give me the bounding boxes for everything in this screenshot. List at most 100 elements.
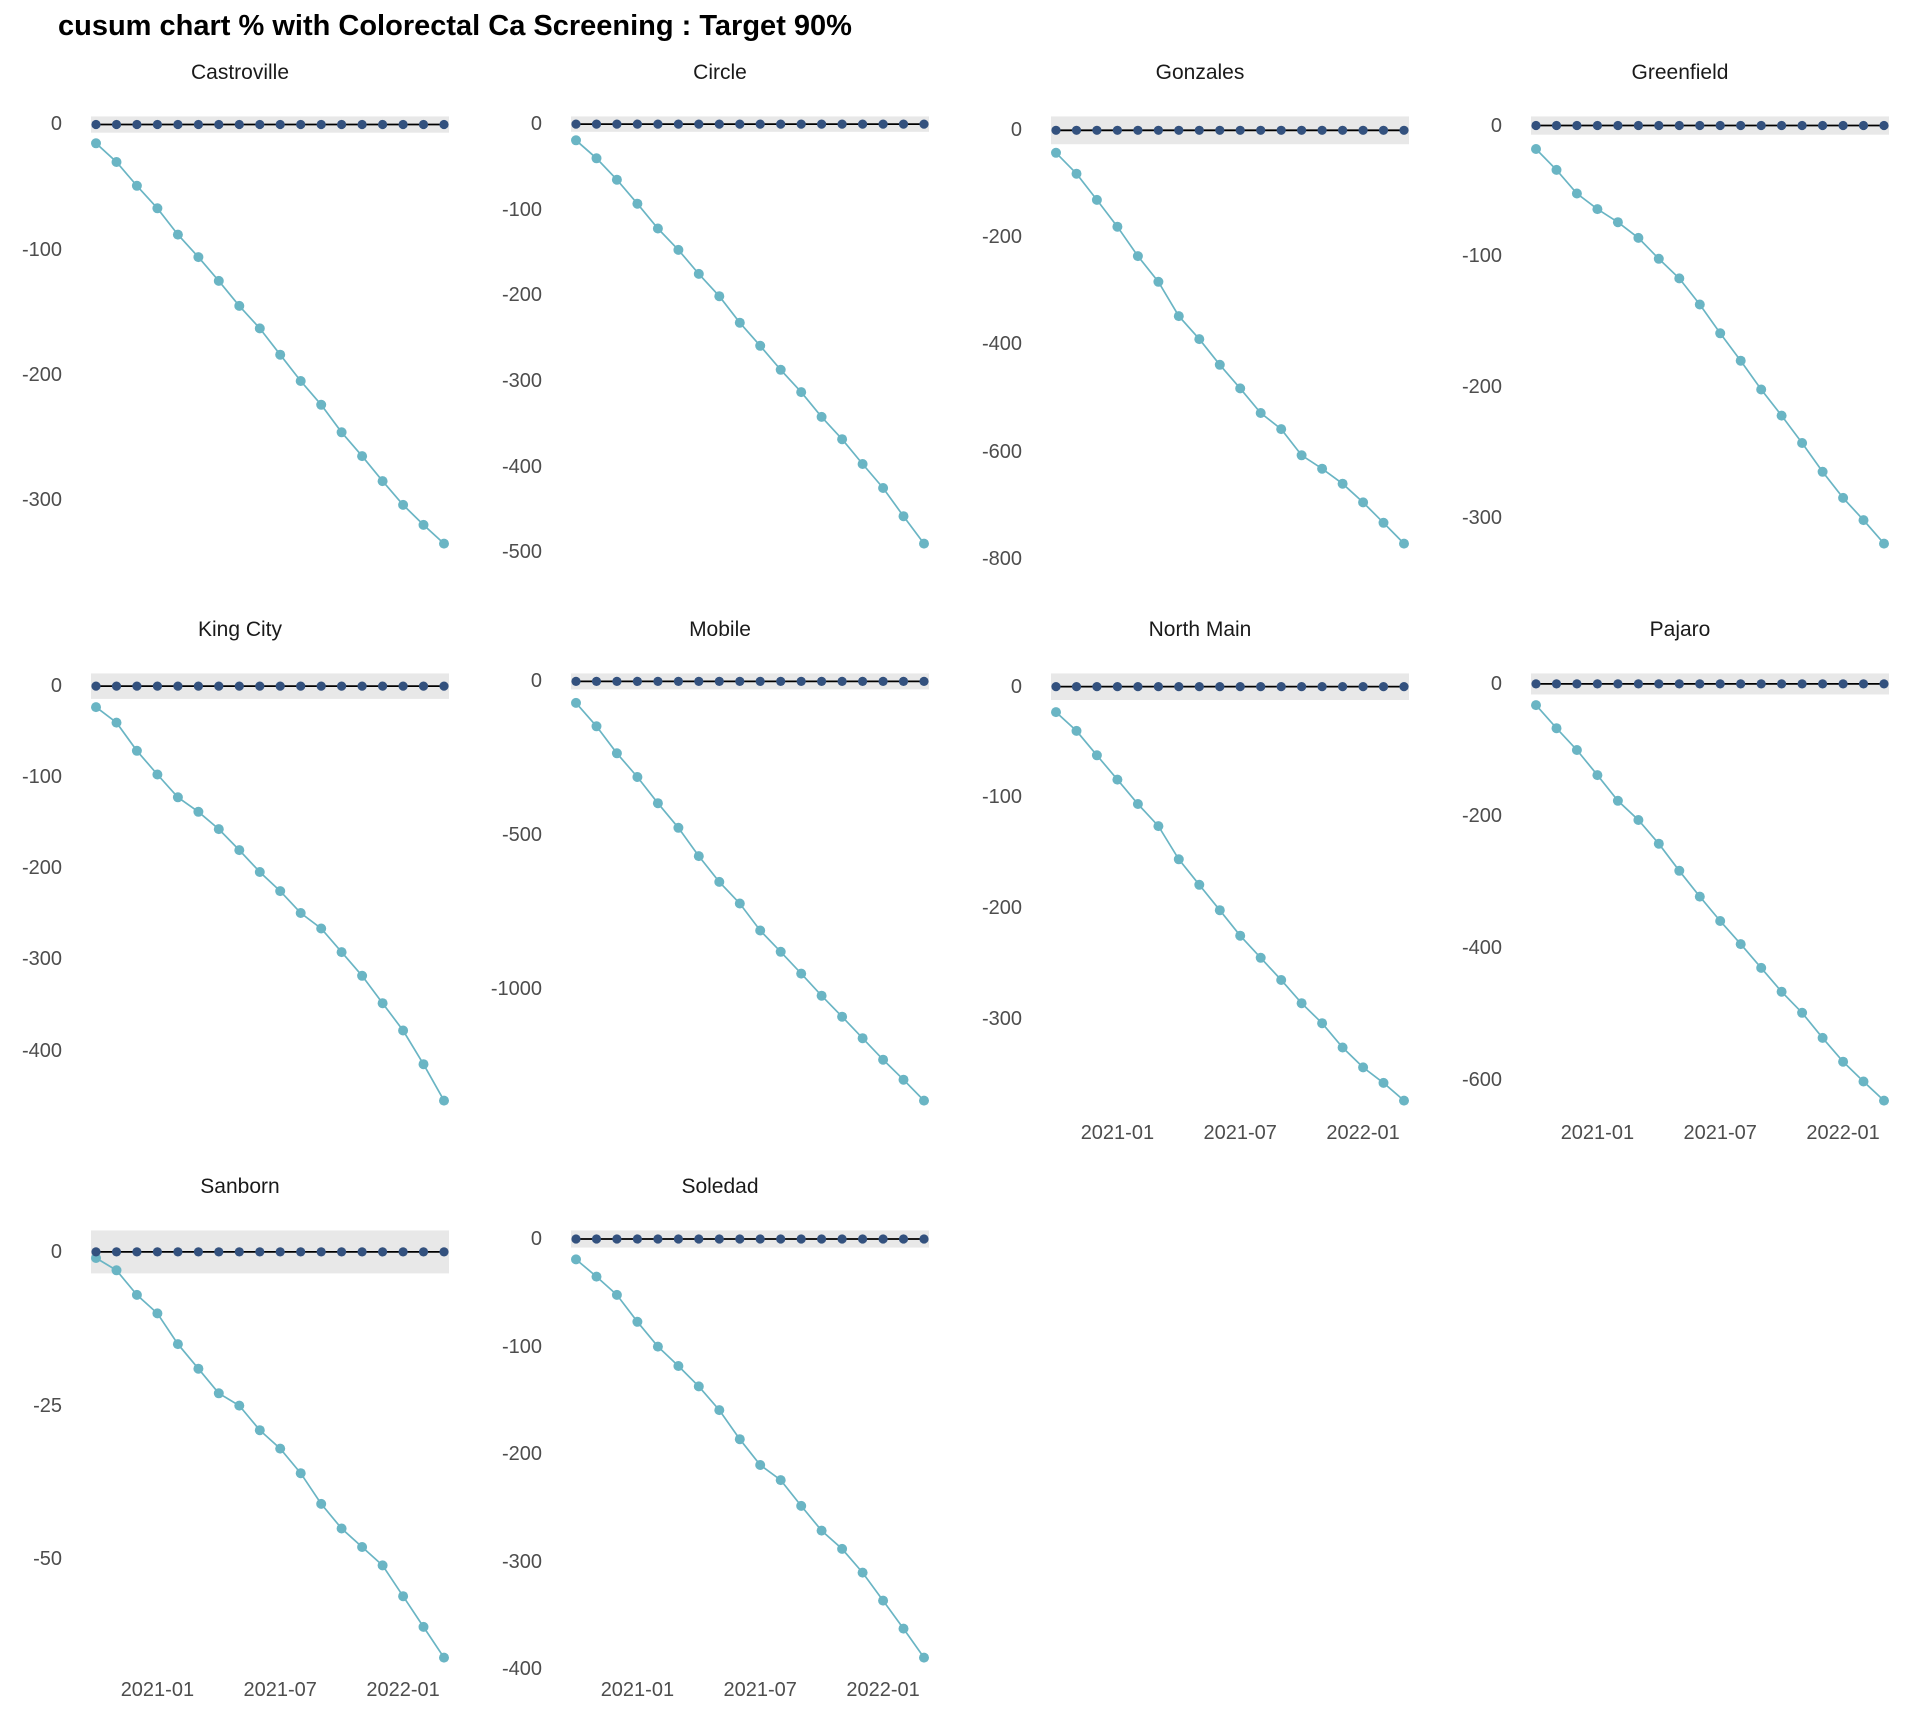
facet-title: Circle xyxy=(693,61,747,84)
cusum-point xyxy=(1132,251,1143,262)
reference-point xyxy=(1317,125,1327,135)
cusum-point xyxy=(632,198,643,209)
y-axis: 0 -25 -50 xyxy=(0,1209,70,1679)
facet-panel-castroville: Castroville 0 -100 -200 -300 xyxy=(0,55,480,612)
facet-plot-svg xyxy=(1531,673,1889,1106)
reference-point xyxy=(255,681,265,691)
reference-point xyxy=(418,681,429,691)
cusum-line xyxy=(95,706,445,1102)
reference-point xyxy=(571,119,581,129)
facet-title: King City xyxy=(197,618,283,641)
facet-title: Gonzales xyxy=(1155,61,1245,84)
cusum-point xyxy=(1255,408,1266,418)
y-tick-label: -200 xyxy=(21,363,62,386)
cusum-point xyxy=(1612,217,1623,228)
reference-point xyxy=(858,119,868,129)
facet-panel-greenfield: Greenfield 0 -100 -200 -300 xyxy=(1440,55,1920,612)
y-tick-label: -200 xyxy=(501,1443,542,1466)
x-tick-label: 2022-01 xyxy=(366,1679,440,1701)
facet-grid: Castroville 0 -100 -200 -300 Circle 0 -100 -200 -… xyxy=(0,55,1920,1726)
cusum-point xyxy=(1756,962,1767,973)
reference-point xyxy=(1797,679,1807,689)
cusum-point xyxy=(591,721,602,732)
y-axis: 0 -500 -1000 xyxy=(480,652,550,1122)
y-tick-label: -300 xyxy=(1461,506,1502,529)
cusum-point xyxy=(1071,168,1082,179)
facet-plot xyxy=(78,652,462,1122)
reference-point xyxy=(91,119,101,130)
reference-point xyxy=(255,119,265,130)
reference-point xyxy=(357,681,367,691)
cusum-point xyxy=(816,990,827,1001)
reference-point xyxy=(1133,125,1143,135)
y-axis: 0 -100 -200 -300 -400 xyxy=(0,652,70,1122)
reference-point xyxy=(878,119,888,129)
reference-point xyxy=(255,1247,265,1257)
cusum-point xyxy=(611,1289,622,1300)
reference-point xyxy=(132,681,142,691)
y-tick-label: 0 xyxy=(1490,672,1502,695)
facet-plot-area: 0 -200 -400 -600 xyxy=(1440,652,1920,1122)
cusum-point xyxy=(357,1542,368,1552)
cusum-point xyxy=(1735,939,1746,950)
reference-point xyxy=(1674,679,1684,689)
reference-point xyxy=(398,119,408,130)
x-axis: 2021-01 2021-07 2022-01 xyxy=(558,1673,942,1709)
reference-point xyxy=(796,1234,806,1244)
y-tick-label: -400 xyxy=(981,333,1022,356)
cusum-point xyxy=(295,376,306,386)
reference-point xyxy=(673,119,683,129)
reference-point xyxy=(735,119,745,129)
cusum-point xyxy=(714,876,725,887)
cusum-point xyxy=(1633,232,1644,243)
cusum-point xyxy=(919,1652,929,1663)
reference-point xyxy=(152,119,162,130)
cusum-point xyxy=(816,411,827,422)
reference-point xyxy=(817,119,827,129)
y-tick-label: 0 xyxy=(530,1227,542,1250)
reference-point xyxy=(111,681,122,691)
reference-point xyxy=(1153,125,1163,135)
y-tick-label: 0 xyxy=(530,113,542,136)
reference-point xyxy=(898,676,909,686)
y-tick-label: -100 xyxy=(981,786,1022,809)
facet-plot xyxy=(1518,652,1902,1122)
y-tick-label: -100 xyxy=(21,238,62,261)
reference-point xyxy=(1838,120,1848,131)
facet-panel-circle: Circle 0 -100 -200 -300 -400 -500 xyxy=(480,55,960,612)
reference-point xyxy=(1297,125,1307,135)
facet-plot xyxy=(78,1209,462,1679)
cusum-point xyxy=(652,1341,663,1352)
y-tick-label: -300 xyxy=(501,1550,542,1573)
cusum-point xyxy=(357,451,368,462)
reference-point xyxy=(1215,125,1225,135)
cusum-point xyxy=(1531,144,1541,154)
reference-point xyxy=(1256,682,1266,692)
facet-plot-area: 0 -200 -400 -600 -800 xyxy=(960,95,1440,570)
cusum-point xyxy=(172,792,183,803)
cusum-point xyxy=(193,806,204,817)
cusum-point xyxy=(1132,799,1143,809)
cusum-point xyxy=(1756,384,1767,395)
cusum-point xyxy=(1653,838,1664,849)
x-tick-label: 2021-07 xyxy=(1683,1122,1757,1144)
reference-point xyxy=(571,1234,581,1244)
cusum-point xyxy=(1592,204,1603,215)
y-tick-label: -200 xyxy=(1461,375,1502,398)
reference-point xyxy=(378,681,388,691)
cusum-point xyxy=(1817,1032,1828,1043)
cusum-point xyxy=(1838,492,1849,503)
reference-point xyxy=(612,119,622,129)
reference-point xyxy=(796,676,806,686)
cusum-point xyxy=(775,1475,786,1486)
cusum-point xyxy=(275,349,286,360)
facet-title: Pajaro xyxy=(1649,618,1711,641)
x-tick-label: 2021-07 xyxy=(1203,1122,1277,1144)
reference-point xyxy=(1051,125,1061,135)
y-tick-label: -200 xyxy=(981,226,1022,249)
facet-plot-svg xyxy=(571,116,929,549)
facet-plot xyxy=(1038,652,1422,1122)
cusum-point xyxy=(1674,273,1685,284)
reference-point xyxy=(1378,125,1389,135)
cusum-point xyxy=(673,822,684,833)
